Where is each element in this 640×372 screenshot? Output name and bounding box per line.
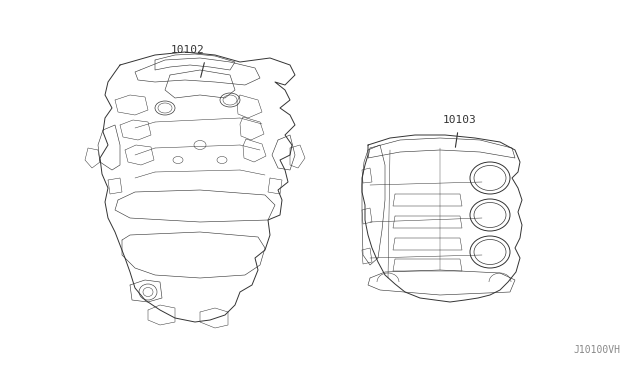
Text: 10103: 10103 (443, 115, 477, 125)
Text: J10100VH: J10100VH (573, 345, 620, 355)
Text: 10102: 10102 (171, 45, 205, 55)
